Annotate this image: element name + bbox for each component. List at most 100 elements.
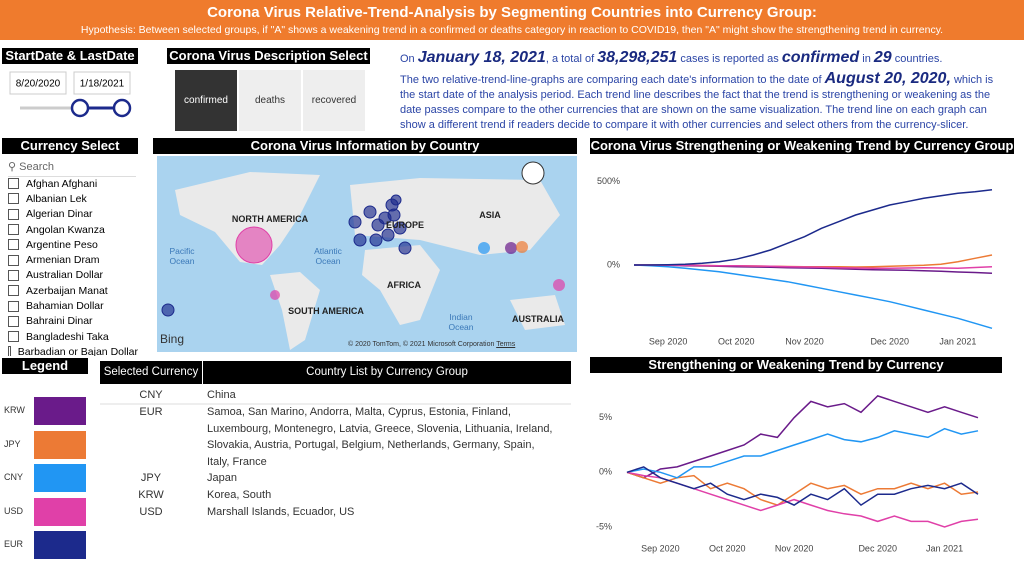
bubble[interactable] [390, 194, 402, 206]
bubble[interactable] [381, 228, 395, 242]
map-logo: Bing [160, 332, 185, 346]
table-cell: KRW [138, 489, 164, 501]
panel-title: Currency Select [2, 138, 138, 154]
currency-item[interactable]: Barbadian or Bajan Dollar [8, 344, 138, 356]
series-line [626, 466, 979, 507]
legend-label: JPY [4, 438, 21, 449]
x-tick-label: Nov 2020 [775, 543, 814, 553]
option-button[interactable]: confirmed [175, 70, 237, 131]
search-placeholder: Search [19, 161, 54, 173]
slider-handle[interactable] [70, 98, 90, 118]
table-cell: Marshall Islands, Ecuador, US [207, 506, 355, 518]
emphasis: August 20, 2020, [824, 70, 951, 87]
legend-label: KRW [4, 405, 25, 415]
currency-name: Azerbaijan Manat [26, 284, 108, 297]
checkbox [8, 208, 19, 220]
option-button[interactable]: deaths [239, 70, 301, 131]
text: in [859, 53, 874, 65]
checkbox [8, 193, 19, 205]
currency-item[interactable]: Algerian Dinar [8, 207, 138, 222]
emphasis: 29 [873, 49, 892, 66]
currency-item[interactable]: Angolan Kwanza [8, 222, 138, 237]
checkbox [8, 224, 19, 236]
currency-item[interactable]: Bangladeshi Taka [8, 329, 138, 344]
map-label: Atlantic Ocean [314, 246, 342, 266]
currency-name: Angolan Kwanza [26, 223, 105, 236]
table-cell: USD [139, 506, 163, 518]
series-line [634, 188, 993, 266]
map-label: NORTH AMERICA [231, 214, 309, 224]
title: Corona Virus Relative-Trend-Analysis by … [207, 4, 817, 21]
currency-item[interactable]: Bahraini Dinar [8, 314, 138, 329]
currency-item[interactable]: Australian Dollar [8, 268, 138, 283]
panel-title: Corona Virus Description Select [167, 48, 370, 64]
bubble[interactable] [387, 208, 401, 222]
bubble[interactable] [553, 279, 565, 291]
currency-item[interactable]: Azerbaijan Manat [8, 283, 138, 298]
bubble[interactable] [161, 303, 175, 317]
currency-name: Bangladeshi Taka [26, 330, 109, 343]
currency-name: Barbadian or Bajan Dollar [17, 345, 138, 356]
currency-name: Argentine Peso [26, 238, 98, 251]
series-line [626, 471, 979, 506]
checkbox [8, 269, 19, 281]
slider-handle[interactable] [112, 98, 132, 118]
checkbox [8, 239, 19, 251]
bubble[interactable] [270, 290, 280, 300]
y-tick-label: 5% [599, 412, 612, 422]
land [510, 295, 565, 330]
summary: On January 18, 2021, a total of 38,298,2… [400, 50, 1008, 137]
currency-name: Albanian Lek [26, 192, 87, 205]
land [362, 245, 440, 325]
emphasis: confirmed [781, 49, 860, 66]
start-date-box[interactable] [9, 71, 67, 95]
currency-name: Bahraini Dinar [26, 315, 93, 328]
bubble[interactable] [353, 233, 367, 247]
currency-item[interactable]: Afghan Afghani [8, 176, 138, 191]
credits: © 2020 TomTom, © 2021 Microsoft Corporat… [348, 341, 495, 348]
x-tick-label: Nov 2020 [785, 336, 824, 346]
currency-item[interactable]: Argentine Peso [8, 237, 138, 252]
currency-name: Bahamian Dollar [26, 300, 104, 313]
end-date-box[interactable] [73, 71, 131, 95]
terms-link[interactable]: Terms [496, 341, 516, 348]
map-label: EUROPE [385, 220, 424, 230]
bubble[interactable] [348, 215, 362, 229]
checkbox [8, 300, 19, 312]
x-tick-label: Oct 2020 [709, 543, 746, 553]
bubble[interactable] [516, 241, 528, 253]
x-tick-label: Oct 2020 [718, 336, 755, 346]
currency-name: Australian Dollar [26, 269, 104, 282]
map-label: SOUTH AMERICA [288, 306, 364, 316]
bubble[interactable] [369, 233, 383, 247]
map-label: AUSTRALIA [512, 314, 564, 324]
search-box[interactable]: ⚲ Search [8, 160, 136, 177]
bubble[interactable] [398, 241, 412, 255]
currency-name: Algerian Dinar [26, 208, 93, 221]
series-line [633, 264, 993, 330]
legend-label: CNY [4, 472, 24, 482]
currency-item[interactable]: Bahamian Dollar [8, 298, 138, 313]
checkbox [8, 178, 19, 190]
bubble-group [161, 194, 412, 317]
bubble[interactable] [505, 242, 517, 254]
legend-label: USD [4, 505, 24, 516]
currency-list: Afghan Afghani Albanian Lek Algerian Dinar… [8, 176, 138, 356]
table-cell: Japan [207, 472, 237, 484]
bubble[interactable] [363, 205, 377, 219]
legend-swatch [34, 464, 86, 492]
table-cell: Korea, South [207, 489, 272, 501]
currency-item[interactable]: Armenian Dram [8, 252, 138, 267]
currency-name: Armenian Dram [26, 254, 100, 267]
bubble[interactable] [235, 226, 273, 264]
bubble[interactable] [393, 221, 407, 235]
x-tick-label: Sep 2020 [649, 336, 688, 346]
option-button[interactable]: recovered [303, 70, 365, 131]
currency-item[interactable]: Albanian Lek [8, 191, 138, 206]
table-cell: JPY [140, 472, 162, 484]
bubble[interactable] [478, 242, 490, 254]
legend-label: EUR [4, 539, 24, 549]
panel-title: Corona Virus Strengthening or Weakening … [590, 138, 1014, 154]
focus-icon[interactable] [521, 161, 545, 185]
